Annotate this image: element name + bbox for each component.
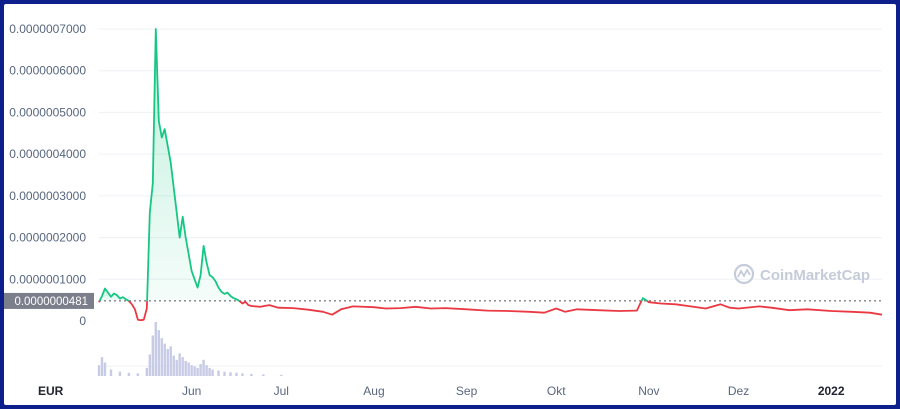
y-axis: 0.0000007000 0.0000006000 0.0000005000 0.00… xyxy=(9,22,86,328)
x-tick-label: Okt xyxy=(547,384,566,398)
volume-bar xyxy=(100,357,104,376)
volume-bar xyxy=(169,346,172,376)
price-line-down xyxy=(98,300,101,303)
x-tick-label: Sep xyxy=(456,384,478,398)
price-line xyxy=(98,28,883,322)
x-tick-label: Aug xyxy=(363,384,384,398)
volume-bar xyxy=(157,330,160,376)
volume-bar xyxy=(145,367,149,376)
volume-bar xyxy=(148,354,152,376)
volume-bar xyxy=(196,367,199,376)
x-tick-label: 2022 xyxy=(818,384,845,398)
price-area xyxy=(99,29,647,301)
y-tick-label: 0.0000001000 xyxy=(9,272,86,286)
coinmarketcap-wave-icon xyxy=(737,268,751,278)
volume-bar xyxy=(175,359,178,376)
chart-frame: 0.0000007000 0.0000006000 0.0000005000 0.00… xyxy=(4,4,896,405)
volume-bar xyxy=(235,372,238,376)
volume-bar xyxy=(241,373,244,376)
currency-label: EUR xyxy=(38,384,64,398)
volume-bar xyxy=(250,373,253,376)
volume-bar xyxy=(97,365,101,376)
x-tick-label: Jun xyxy=(182,384,201,398)
y-tick-label: 0 xyxy=(79,314,86,328)
volume-bar xyxy=(208,367,211,376)
volume-bar xyxy=(211,369,214,376)
current-price-label: 0.0000000481 xyxy=(14,296,88,308)
volume-bar xyxy=(193,366,196,376)
volume-bar xyxy=(202,359,205,376)
x-tick-label: Nov xyxy=(638,384,659,398)
x-tick-label: Jul xyxy=(274,384,289,398)
volume-bar xyxy=(178,353,181,376)
price-line-down xyxy=(238,300,643,316)
volume-bar xyxy=(151,335,154,376)
volume-bar xyxy=(160,338,163,376)
current-price-tag: 0.0000000481 xyxy=(4,292,94,309)
volume-bar xyxy=(103,362,107,376)
volume-bar xyxy=(109,369,113,376)
volume-bar xyxy=(184,360,187,376)
volume-bar xyxy=(172,355,175,376)
price-chart: 0.0000007000 0.0000006000 0.0000005000 0.00… xyxy=(4,22,883,398)
volume-bar xyxy=(181,357,184,376)
grid-lines xyxy=(99,28,882,367)
y-tick-label: 0.0000002000 xyxy=(9,231,86,245)
x-tick-label: Dez xyxy=(728,384,749,398)
volume-bar xyxy=(190,365,193,376)
watermark-text: CoinMarketCap xyxy=(760,267,870,284)
volume-bar xyxy=(118,371,122,376)
y-tick-label: 0.0000004000 xyxy=(9,147,86,161)
volume-bar xyxy=(166,349,169,376)
y-tick-label: 0.0000005000 xyxy=(9,105,86,119)
y-tick-label: 0.0000007000 xyxy=(9,22,86,36)
price-area-up xyxy=(147,29,240,301)
price-line-down xyxy=(128,300,148,322)
volume-bar xyxy=(229,372,232,376)
coinmarketcap-logo-icon xyxy=(733,263,755,285)
volume-bar xyxy=(217,370,220,376)
volume-bar xyxy=(205,365,208,376)
volume-bar xyxy=(262,374,265,376)
y-tick-label: 0.0000003000 xyxy=(9,189,86,203)
x-axis: Jun Jul Aug Sep Okt Nov Dez 2022 xyxy=(182,384,845,398)
volume-bar xyxy=(154,322,157,376)
price-line-up xyxy=(146,28,240,302)
volume-bar xyxy=(136,373,140,376)
current-price-box xyxy=(4,292,94,309)
volume-bar xyxy=(280,374,283,376)
volume-bar xyxy=(163,343,166,376)
price-line-up xyxy=(98,287,130,302)
price-line-up xyxy=(640,297,648,302)
volume-bar xyxy=(199,364,202,376)
y-tick-label: 0.0000006000 xyxy=(9,64,86,78)
volume-bar xyxy=(187,362,190,376)
volume-bar xyxy=(127,372,131,376)
watermark: CoinMarketCap xyxy=(733,263,870,285)
volume-bars xyxy=(97,322,283,376)
volume-bar xyxy=(223,371,226,376)
price-line-down xyxy=(646,300,883,316)
